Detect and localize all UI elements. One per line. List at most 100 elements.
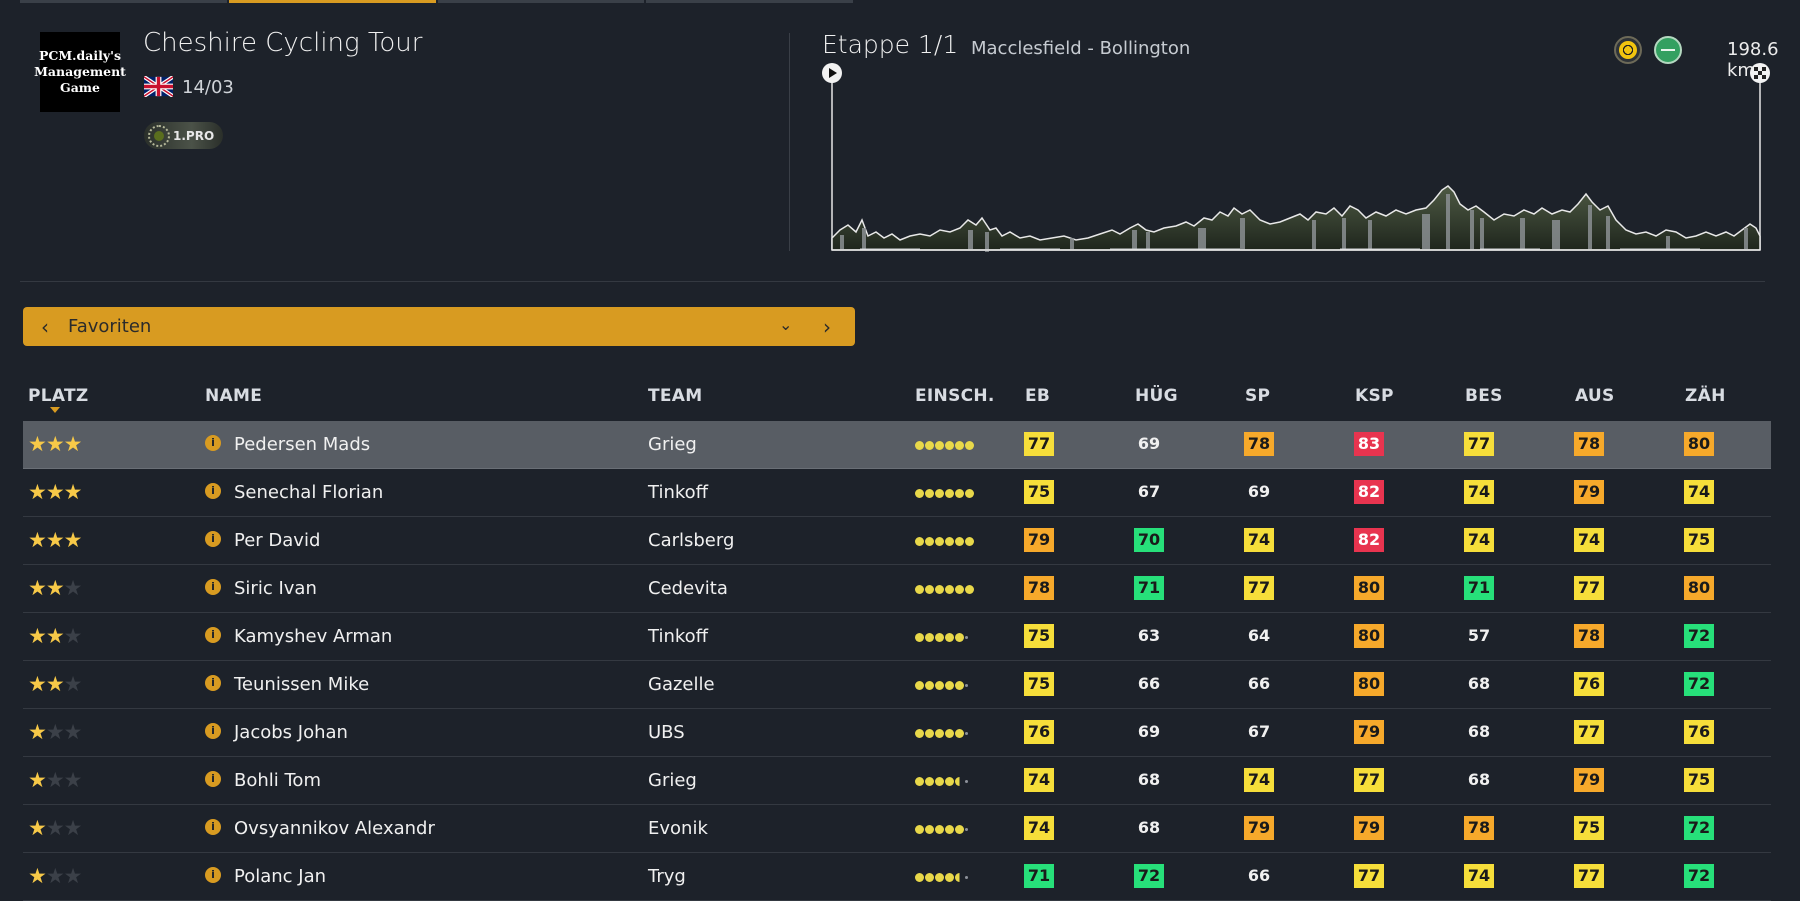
- stat-value: 67: [1247, 722, 1271, 741]
- star-icon: ★: [45, 816, 65, 840]
- stat-value: 77: [1574, 864, 1604, 888]
- chevron-down-icon[interactable]: ⌄: [779, 315, 793, 334]
- info-icon[interactable]: i: [205, 531, 221, 547]
- info-icon[interactable]: i: [205, 819, 221, 835]
- table-row[interactable]: ★★★ i Senechal Florian Tinkoff 75 67 69 82 74 79 7…: [23, 469, 1771, 517]
- rider-table: ★★★ i Pedersen Mads Grieg 77 69 78 83 77 78 80 ★★★ i…: [23, 421, 1771, 901]
- form-dot: [945, 825, 954, 834]
- table-row[interactable]: ★★★ i Bohli Tom Grieg 74 68 74 77 68 79 75: [23, 757, 1771, 805]
- table-row[interactable]: ★★★ i Teunissen Mike Gazelle 75 66 66 80 68 76 72: [23, 661, 1771, 709]
- flat-terrain-icon[interactable]: [1654, 36, 1682, 64]
- star-icon: ★: [63, 624, 83, 648]
- stat-value: 68: [1137, 770, 1161, 789]
- tab-1[interactable]: [20, 0, 227, 3]
- rider-name[interactable]: Pedersen Mads: [234, 434, 371, 455]
- form-dot: [935, 489, 944, 498]
- stat-value: 79: [1574, 768, 1604, 792]
- rider-team: Evonik: [648, 818, 708, 839]
- form-dot: [965, 828, 968, 831]
- rider-name[interactable]: Per David: [234, 530, 321, 551]
- form-dot: [915, 681, 924, 690]
- table-row[interactable]: ★★★ i Jacobs Johan UBS 76 69 67 79 68 77 76: [23, 709, 1771, 757]
- info-icon[interactable]: i: [205, 675, 221, 691]
- col-header-platz[interactable]: PLATZ: [28, 386, 89, 406]
- form-dot: [965, 732, 968, 735]
- tab-2-active[interactable]: [228, 0, 436, 3]
- col-header-zah[interactable]: ZÄH: [1685, 386, 1726, 406]
- col-header-einsch[interactable]: EINSCH.: [915, 386, 995, 406]
- race-date: 14/03: [182, 77, 234, 98]
- form-dot: [925, 729, 934, 738]
- rider-name[interactable]: Siric Ivan: [234, 578, 317, 599]
- ranking-selector[interactable]: ‹ Favoriten ⌄ ›: [23, 307, 855, 346]
- form-dot: [925, 873, 934, 882]
- table-row[interactable]: ★★★ i Siric Ivan Cedevita 78 71 77 80 71 77 80: [23, 565, 1771, 613]
- table-row[interactable]: ★★★ i Kamyshev Arman Tinkoff 75 63 64 80 57 78 72: [23, 613, 1771, 661]
- info-icon[interactable]: i: [205, 435, 221, 451]
- ranking-selector-value[interactable]: Favoriten: [68, 316, 152, 337]
- rider-name[interactable]: Senechal Florian: [234, 482, 384, 503]
- rider-name[interactable]: Polanc Jan: [234, 866, 327, 887]
- chevron-right-icon[interactable]: ›: [823, 315, 831, 339]
- info-icon[interactable]: i: [205, 723, 221, 739]
- col-header-hug[interactable]: HÜG: [1135, 386, 1178, 406]
- form-dot: [925, 633, 934, 642]
- star-rating: ★★★: [28, 576, 82, 600]
- info-icon[interactable]: i: [205, 771, 221, 787]
- stat-value: 68: [1137, 818, 1161, 837]
- laurel-icon: [148, 124, 170, 147]
- checkered-flag-icon: [1750, 63, 1770, 83]
- star-icon: ★: [28, 432, 47, 456]
- star-rating: ★★★: [28, 480, 82, 504]
- form-dot: [955, 441, 964, 450]
- jersey-icon[interactable]: [1614, 36, 1642, 64]
- rider-name[interactable]: Kamyshev Arman: [234, 626, 393, 647]
- table-row[interactable]: ★★★ i Ovsyannikov Alexandr Evonik 74 68 79 79 78…: [23, 805, 1771, 853]
- stat-value: 82: [1354, 480, 1384, 504]
- form-dot: [935, 537, 944, 546]
- form-dot: [945, 729, 954, 738]
- info-icon[interactable]: i: [205, 867, 221, 883]
- stat-value: 57: [1467, 626, 1491, 645]
- star-icon: ★: [63, 672, 83, 696]
- col-header-team[interactable]: TEAM: [648, 386, 703, 406]
- form-dot: [925, 825, 934, 834]
- col-header-aus[interactable]: AUS: [1575, 386, 1615, 406]
- tab-4[interactable]: [646, 0, 853, 3]
- stat-value: 79: [1024, 528, 1054, 552]
- table-row[interactable]: ★★★ i Per David Carlsberg 79 70 74 82 74 74 75: [23, 517, 1771, 565]
- chevron-left-icon[interactable]: ‹: [41, 315, 49, 339]
- info-icon[interactable]: i: [205, 627, 221, 643]
- rider-name[interactable]: Ovsyannikov Alexandr: [234, 818, 435, 839]
- col-header-sp[interactable]: SP: [1245, 386, 1271, 406]
- stat-value: 69: [1247, 482, 1271, 501]
- info-icon[interactable]: i: [205, 579, 221, 595]
- table-row[interactable]: ★★★ i Pedersen Mads Grieg 77 69 78 83 77 78 80: [23, 421, 1771, 469]
- rider-name[interactable]: Bohli Tom: [234, 770, 321, 791]
- col-header-eb[interactable]: EB: [1025, 386, 1051, 406]
- rider-name[interactable]: Jacobs Johan: [234, 722, 348, 743]
- table-row[interactable]: ★★★ i Polanc Jan Tryg 71 72 66 77 74 77 72: [23, 853, 1771, 901]
- rider-team: Grieg: [648, 434, 697, 455]
- stat-value: 77: [1244, 576, 1274, 600]
- stage-profile[interactable]: [820, 60, 1770, 255]
- stat-value: 71: [1134, 576, 1164, 600]
- race-class-badge: 1.PRO: [144, 122, 223, 149]
- stat-value: 72: [1684, 816, 1714, 840]
- col-header-name[interactable]: NAME: [205, 386, 263, 406]
- stat-value: 74: [1244, 768, 1274, 792]
- star-icon: ★: [63, 816, 83, 840]
- rider-team: UBS: [648, 722, 685, 743]
- race-title: Cheshire Cycling Tour: [143, 28, 423, 58]
- info-icon[interactable]: i: [205, 483, 221, 499]
- star-icon: ★: [45, 480, 65, 504]
- form-dot: [925, 489, 934, 498]
- rider-name[interactable]: Teunissen Mike: [234, 674, 370, 695]
- col-header-bes[interactable]: BES: [1465, 386, 1503, 406]
- col-header-ksp[interactable]: KSP: [1355, 386, 1394, 406]
- stat-value: 63: [1137, 626, 1161, 645]
- tab-3[interactable]: [437, 0, 645, 3]
- star-icon: ★: [28, 528, 47, 552]
- star-rating: ★★★: [28, 624, 83, 648]
- rider-team: Cedevita: [648, 578, 728, 599]
